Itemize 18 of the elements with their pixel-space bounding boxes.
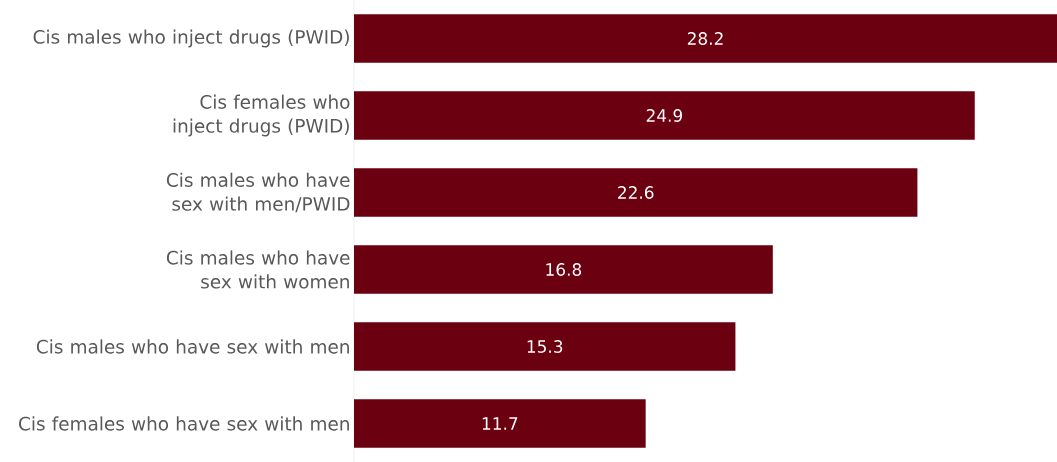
y-tick-label: Cis males who have sex with women [166, 250, 350, 289]
data-label: 15.3 [527, 340, 563, 353]
data-label: 11.7 [482, 417, 518, 430]
y-tick-label: Cis males who have sex with men/PWID [166, 172, 350, 213]
bar [354, 91, 975, 140]
data-label: 16.8 [546, 263, 582, 276]
data-label: 28.2 [687, 32, 723, 45]
data-label: 22.6 [618, 186, 654, 199]
y-tick-label: Cis males who inject drugs (PWID) [33, 29, 349, 48]
y-tick-label: Cis females who have sex with men [19, 416, 349, 431]
bar [354, 322, 736, 371]
bar [354, 245, 773, 294]
bar [354, 168, 918, 217]
y-tick-label: Cis males who have sex with men [36, 339, 349, 354]
bar [354, 14, 1057, 63]
data-label: 24.9 [646, 109, 683, 122]
y-tick-label: Cis females who inject drugs (PWID) [173, 94, 350, 137]
bar [354, 399, 646, 448]
